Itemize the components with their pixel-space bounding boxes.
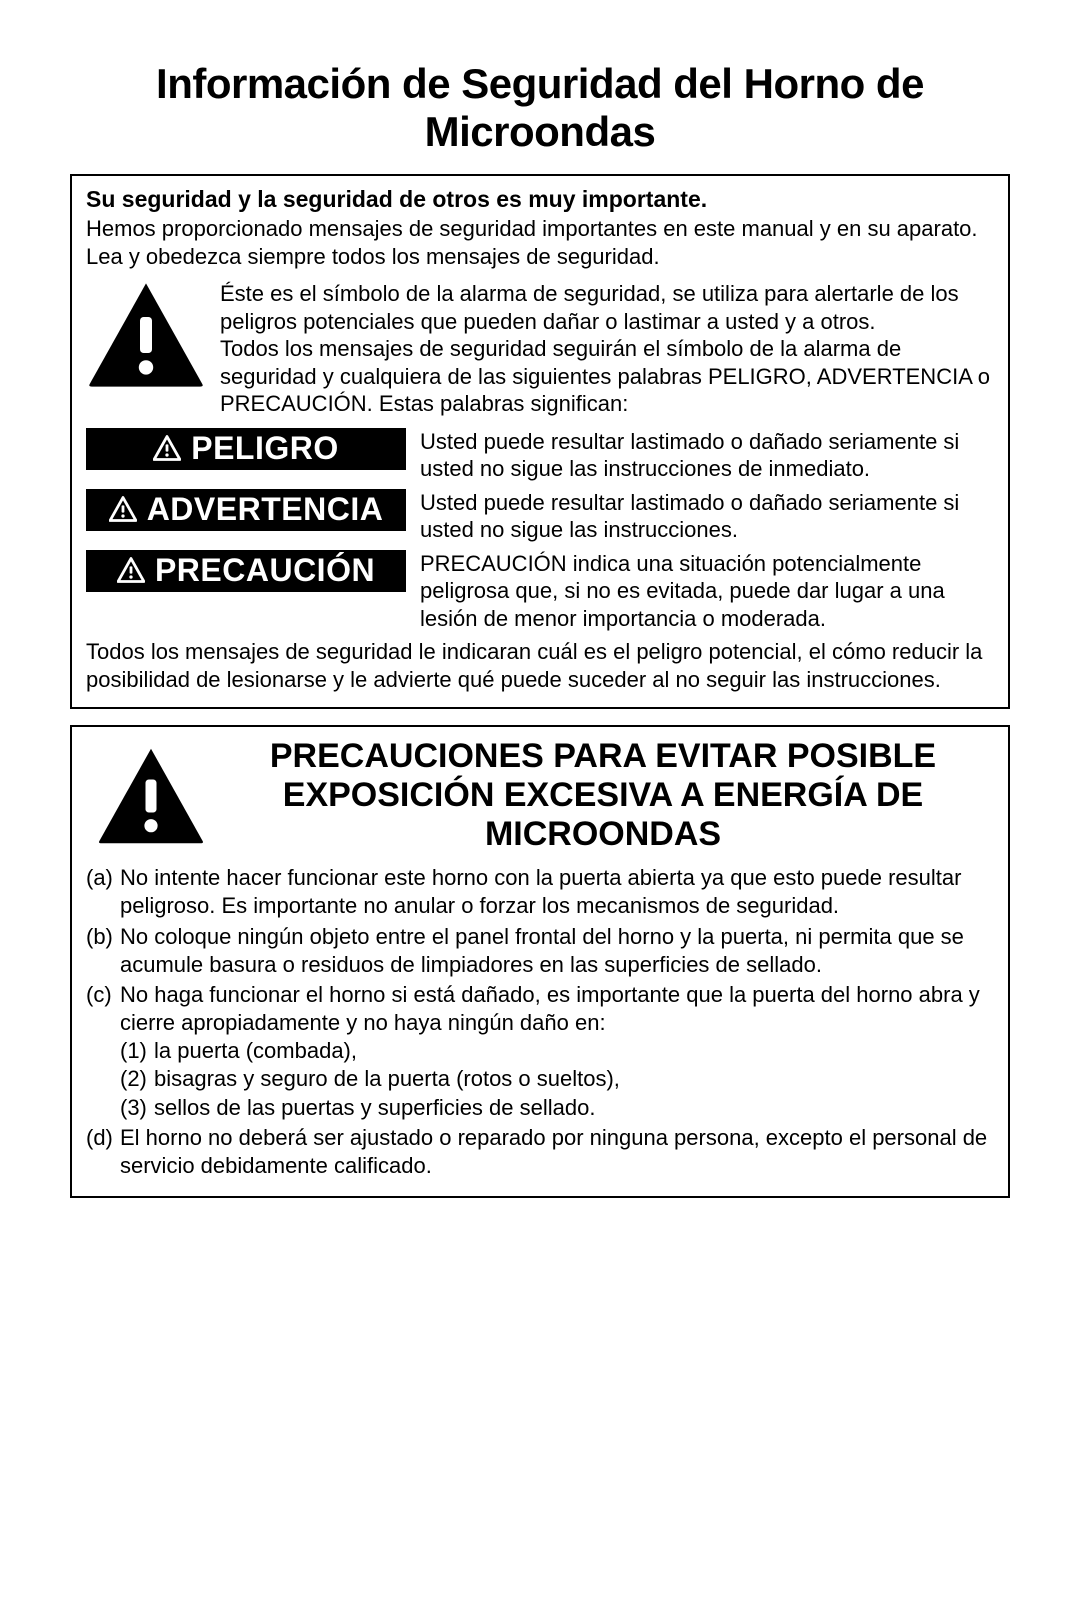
precaution-item-text: El horno no deberá ser ajustado o repara… — [120, 1124, 994, 1180]
precaution-item-label: (b) — [86, 923, 120, 979]
alert-symbol-text: Éste es el símbolo de la alarma de segur… — [220, 280, 994, 418]
warning-description: Usted puede resultar lastimado o dañado … — [420, 428, 994, 483]
precaution-item-label: (c) — [86, 981, 120, 1122]
precaution-item-label: (a) — [86, 864, 120, 920]
warning-row: ADVERTENCIA Usted puede resultar lastimad… — [86, 489, 994, 544]
warning-row: PELIGRO Usted puede resultar lastimado o … — [86, 428, 994, 483]
warning-description: Usted puede resultar lastimado o dañado … — [420, 489, 994, 544]
precaution-item: (d)El horno no deberá ser ajustado o rep… — [86, 1124, 994, 1180]
precaution-item: (c)No haga funcionar el horno si está da… — [86, 981, 994, 1122]
precaution-item-body: El horno no deberá ser ajustado o repara… — [120, 1124, 994, 1180]
warning-label-text: PELIGRO — [191, 432, 339, 464]
precaution-item-label: (d) — [86, 1124, 120, 1180]
precaution-subitem-text: sellos de las puertas y superficies de s… — [154, 1094, 595, 1122]
alert-triangle-icon — [96, 746, 206, 846]
precaution-subitem-text: bisagras y seguro de la puerta (rotos o … — [154, 1065, 620, 1093]
alert-triangle-icon — [153, 435, 181, 461]
alert-triangle-icon — [117, 557, 145, 583]
precaution-item-text: No intente hacer funcionar este horno co… — [120, 864, 994, 920]
box1-footer: Todos los mensajes de seguridad le indic… — [86, 638, 994, 693]
precautions-list: (a)No intente hacer funcionar este horno… — [86, 864, 994, 1180]
precaution-item-body: No haga funcionar el horno si está dañad… — [120, 981, 994, 1037]
warning-label: ADVERTENCIA — [86, 489, 406, 531]
precaution-subitem-label: (3) — [120, 1094, 154, 1122]
precaution-item-text: No haga funcionar el horno si está dañad… — [120, 981, 994, 1122]
precaution-item: (b)No coloque ningún objeto entre el pan… — [86, 923, 994, 979]
warning-row: PRECAUCIÓN PRECAUCIÓN indica una situació… — [86, 550, 994, 633]
precaution-subitem: (2)bisagras y seguro de la puerta (rotos… — [120, 1065, 994, 1093]
precaution-subitem-label: (1) — [120, 1037, 154, 1065]
warning-label-text: ADVERTENCIA — [147, 493, 384, 525]
precautions-header: PRECAUCIONES PARA EVITAR POSIBLE EXPOSIC… — [86, 737, 994, 854]
lead-heading: Su seguridad y la seguridad de otros es … — [86, 186, 994, 213]
warning-description: PRECAUCIÓN indica una situación potencia… — [420, 550, 994, 633]
precautions-title: PRECAUCIONES PARA EVITAR POSIBLE EXPOSIC… — [222, 737, 984, 854]
precaution-subitem-label: (2) — [120, 1065, 154, 1093]
precaution-subitem: (1)la puerta (combada), — [120, 1037, 994, 1065]
precaution-item-text: No coloque ningún objeto entre el panel … — [120, 923, 994, 979]
precaution-subitem: (3)sellos de las puertas y superficies d… — [120, 1094, 994, 1122]
precautions-box: PRECAUCIONES PARA EVITAR POSIBLE EXPOSIC… — [70, 725, 1010, 1198]
symbol-para-2: Todos los mensajes de seguridad seguirán… — [220, 335, 994, 418]
precaution-item-body: No coloque ningún objeto entre el panel … — [120, 923, 994, 979]
precaution-subitem-text: la puerta (combada), — [154, 1037, 357, 1065]
warning-label: PRECAUCIÓN — [86, 550, 406, 592]
alert-triangle-icon — [86, 280, 206, 390]
page-title: Información de Seguridad del Horno de Mi… — [70, 60, 1010, 156]
alert-symbol-row: Éste es el símbolo de la alarma de segur… — [86, 280, 994, 418]
alert-triangle-icon — [109, 496, 137, 522]
precaution-item-body: No intente hacer funcionar este horno co… — [120, 864, 994, 920]
precaution-item: (a)No intente hacer funcionar este horno… — [86, 864, 994, 920]
warning-label: PELIGRO — [86, 428, 406, 470]
lead-body: Hemos proporcionado mensajes de segurida… — [86, 215, 994, 270]
warning-label-text: PRECAUCIÓN — [155, 554, 375, 586]
symbol-para-1: Éste es el símbolo de la alarma de segur… — [220, 280, 994, 335]
safety-info-box: Su seguridad y la seguridad de otros es … — [70, 174, 1010, 709]
